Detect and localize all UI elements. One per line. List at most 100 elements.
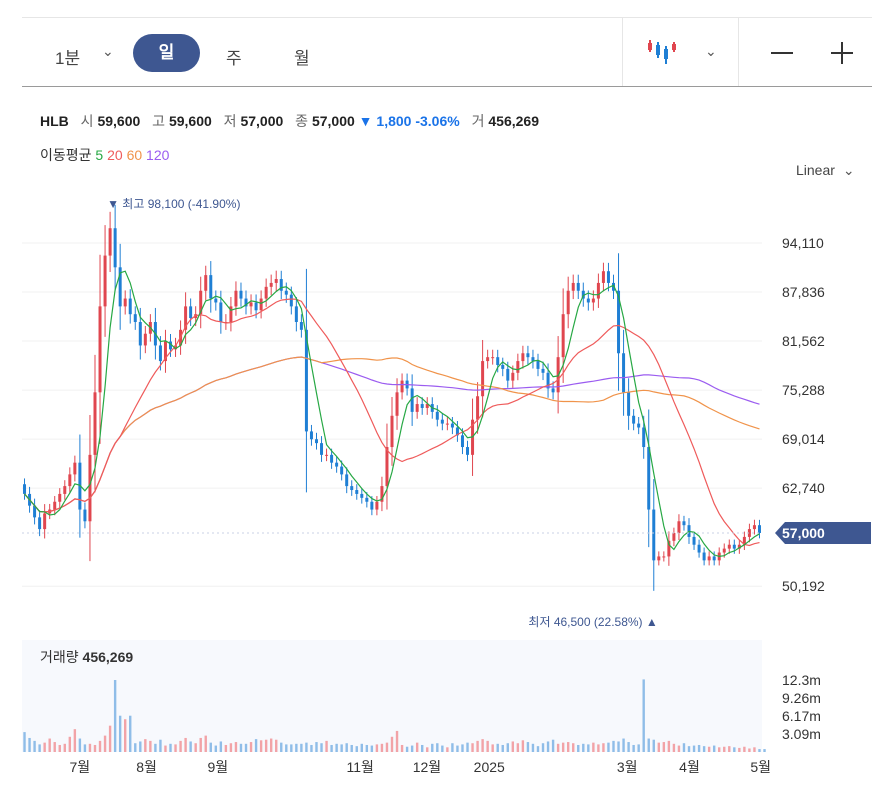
candle-body	[83, 509, 87, 522]
volume-bar	[249, 742, 253, 752]
volume-bar	[239, 743, 243, 752]
candle-body	[637, 423, 641, 428]
ma20-line	[24, 298, 760, 547]
x-tick-label: 12월	[413, 759, 441, 775]
candle-body	[642, 427, 646, 448]
tab-month[interactable]: 월	[294, 49, 310, 68]
volume-bar	[697, 744, 701, 752]
candle	[415, 397, 419, 419]
y-tick-label: 94,110	[782, 235, 824, 251]
candle	[662, 551, 666, 562]
ma-legend-label: 이동평균	[40, 147, 92, 163]
volume-bar	[597, 744, 600, 752]
volume-bar	[441, 745, 444, 752]
volume-bar	[546, 741, 550, 752]
candle	[375, 496, 379, 516]
candle-body	[304, 329, 308, 432]
candle-body	[88, 454, 92, 522]
volume-bar	[426, 747, 429, 752]
volume-bar	[365, 744, 369, 752]
candle	[400, 373, 404, 400]
volume-tick-label: 6.17m	[782, 708, 821, 724]
candle-body	[445, 423, 449, 425]
candle-body	[103, 255, 107, 307]
chevron-down-icon[interactable]: ⌄	[102, 43, 114, 59]
volume-bar	[753, 747, 756, 752]
candle	[536, 353, 540, 377]
volume-bar	[280, 742, 283, 752]
candle	[23, 478, 27, 500]
volume-bar	[612, 740, 615, 752]
candle	[702, 547, 706, 566]
ma120-legend[interactable]: 120	[146, 147, 170, 163]
candle-body	[435, 411, 439, 420]
candle	[128, 289, 132, 324]
candle-body	[440, 419, 444, 424]
ma5-legend[interactable]: 5	[95, 147, 104, 163]
volume-bar	[410, 745, 414, 752]
candle-body	[596, 282, 600, 299]
candle-body	[189, 306, 193, 319]
volume-bar	[728, 746, 731, 752]
candle	[757, 519, 761, 539]
candle	[309, 424, 313, 446]
candle-body	[299, 322, 303, 330]
candle	[425, 397, 429, 415]
volume-bar	[501, 744, 504, 752]
volume-bar	[481, 739, 484, 752]
candle-body	[355, 490, 359, 494]
volume-bar	[214, 745, 218, 752]
candle-body	[229, 306, 233, 323]
volume-bar	[93, 744, 97, 752]
volume-bar	[395, 730, 399, 752]
volume-bar	[300, 743, 303, 752]
ma60-legend[interactable]: 60	[126, 147, 143, 163]
candle	[435, 405, 439, 427]
volume-bar	[305, 742, 308, 752]
candle	[486, 349, 490, 369]
candle	[476, 382, 480, 434]
candlestick-icon[interactable]	[646, 38, 682, 68]
zoom-in-icon[interactable]	[830, 41, 854, 65]
candle	[395, 378, 399, 430]
volume-bar	[446, 747, 449, 752]
volume-bar	[677, 745, 681, 752]
candle-body	[425, 404, 429, 408]
volume-bar	[199, 737, 202, 752]
scale-mode-select[interactable]: Linear ⌄	[796, 162, 855, 179]
candle-body	[476, 396, 480, 420]
zoom-out-icon[interactable]	[770, 41, 794, 65]
ma20-legend[interactable]: 20	[107, 147, 123, 163]
candle	[481, 339, 485, 418]
candle	[707, 551, 711, 566]
tab-week[interactable]: 주	[226, 49, 242, 68]
candle-body	[385, 447, 389, 487]
volume-bar	[350, 744, 353, 752]
candle-body	[697, 544, 701, 553]
candle	[455, 420, 459, 442]
volume-bar	[139, 741, 142, 752]
volume-bar	[743, 746, 746, 752]
candle	[551, 381, 555, 400]
volume-bar	[43, 742, 46, 752]
volume-bar	[229, 743, 233, 752]
candle	[712, 551, 716, 566]
candle-body	[390, 415, 394, 448]
candle-body	[491, 357, 495, 359]
candle-body	[133, 314, 137, 323]
candle	[259, 290, 263, 319]
candle-body	[254, 302, 258, 311]
chevron-down-icon[interactable]: ⌄	[705, 43, 717, 59]
candle	[279, 270, 283, 299]
volume-bar	[733, 747, 736, 752]
candle	[450, 416, 454, 435]
interval-select-1m[interactable]: 1분	[55, 49, 81, 68]
candle-body	[677, 521, 681, 533]
volume-value: 456,269	[488, 113, 539, 129]
tab-day[interactable]: 일	[133, 34, 200, 72]
volume-bar	[431, 743, 434, 752]
volume-bar	[149, 740, 152, 752]
candle-body	[541, 368, 545, 373]
candle-body	[309, 431, 313, 440]
